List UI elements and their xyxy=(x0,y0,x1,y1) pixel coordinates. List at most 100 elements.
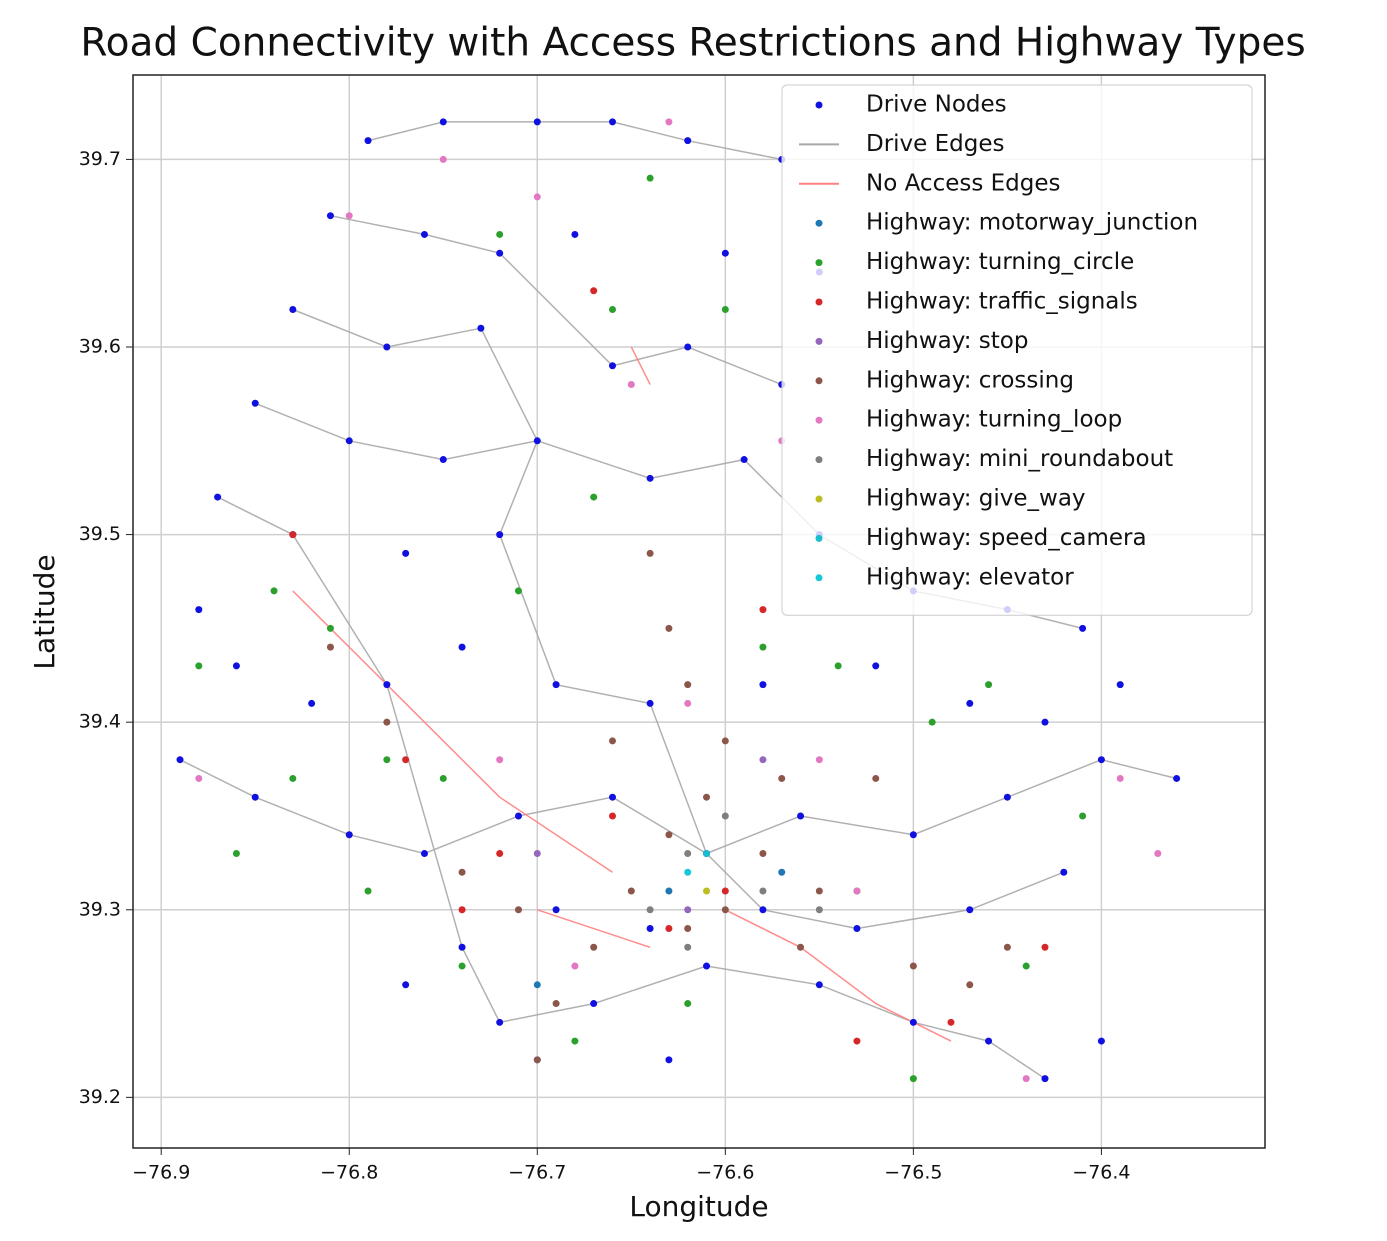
node-point xyxy=(251,793,259,801)
legend-label: Highway: crossing xyxy=(866,367,1074,393)
node-point xyxy=(815,756,823,764)
node-point xyxy=(985,681,993,689)
node-point xyxy=(289,531,297,539)
node-point xyxy=(552,1000,560,1008)
node-point xyxy=(684,137,692,145)
node-point xyxy=(665,624,673,632)
node-point xyxy=(646,174,654,182)
legend-label: Drive Edges xyxy=(866,131,1005,157)
node-point xyxy=(853,1037,861,1045)
y-axis-label: Latitude xyxy=(28,554,61,669)
chart-title: Road Connectivity with Access Restrictio… xyxy=(80,21,1305,66)
node-point xyxy=(496,230,504,238)
node-point xyxy=(947,1018,955,1026)
node-point xyxy=(759,681,767,689)
node-point xyxy=(684,906,692,914)
node-point xyxy=(665,831,673,839)
node-point xyxy=(383,756,391,764)
node-point xyxy=(703,793,711,801)
node-point xyxy=(703,962,711,970)
node-point xyxy=(533,118,541,126)
node-point xyxy=(251,399,259,407)
node-point xyxy=(533,981,541,989)
node-point xyxy=(195,774,203,782)
node-point xyxy=(289,305,297,313)
node-point xyxy=(533,1056,541,1064)
legend: Drive Nodes Drive Edges No Access Edges Hig… xyxy=(781,84,1253,616)
node-point xyxy=(590,287,598,295)
node-point xyxy=(514,812,522,820)
y-tick-label: 39.6 xyxy=(79,336,121,358)
x-tick-label: −76.8 xyxy=(320,1162,378,1184)
edge-line xyxy=(292,346,952,1042)
node-point xyxy=(195,606,203,614)
node-point xyxy=(759,756,767,764)
x-tick-label: −76.6 xyxy=(696,1162,754,1184)
node-point xyxy=(966,981,974,989)
node-point xyxy=(665,887,673,895)
node-point xyxy=(609,118,617,126)
node-point xyxy=(420,849,428,857)
node-point xyxy=(289,774,297,782)
legend-label: Highway: speed_camera xyxy=(866,525,1147,551)
node-point xyxy=(703,887,711,895)
legend-swatch xyxy=(815,219,823,227)
y-tick-label: 39.2 xyxy=(79,1086,121,1108)
node-point xyxy=(590,943,598,951)
node-point xyxy=(590,1000,598,1008)
node-point xyxy=(364,887,372,895)
node-point xyxy=(684,681,692,689)
edge-line xyxy=(179,121,1177,1080)
node-point xyxy=(909,1018,917,1026)
node-point xyxy=(834,662,842,670)
node-point xyxy=(721,887,729,895)
legend-box xyxy=(781,84,1253,616)
node-point xyxy=(1097,756,1105,764)
node-point xyxy=(646,906,654,914)
node-point xyxy=(514,587,522,595)
node-point xyxy=(909,1075,917,1083)
node-point xyxy=(571,962,579,970)
node-point xyxy=(609,812,617,820)
node-point xyxy=(1154,849,1162,857)
node-point xyxy=(646,699,654,707)
node-point xyxy=(1041,718,1049,726)
legend-swatch xyxy=(815,298,823,306)
node-point xyxy=(590,493,598,501)
node-point xyxy=(759,606,767,614)
node-point xyxy=(533,437,541,445)
node-point xyxy=(345,831,353,839)
node-point xyxy=(383,718,391,726)
node-point xyxy=(1116,681,1124,689)
node-point xyxy=(853,925,861,933)
legend-swatch xyxy=(815,416,823,424)
node-point xyxy=(1060,868,1068,876)
node-point xyxy=(1041,1075,1049,1083)
x-tick-label: −76.4 xyxy=(1072,1162,1130,1184)
legend-swatch xyxy=(815,377,823,385)
node-point xyxy=(458,868,466,876)
node-point xyxy=(326,624,334,632)
node-point xyxy=(627,887,635,895)
node-point xyxy=(477,324,485,332)
node-point xyxy=(308,699,316,707)
node-point xyxy=(646,474,654,482)
node-point xyxy=(684,868,692,876)
node-point xyxy=(402,981,410,989)
node-point xyxy=(684,943,692,951)
node-point xyxy=(439,456,447,464)
node-point xyxy=(1003,793,1011,801)
node-point xyxy=(458,943,466,951)
node-point xyxy=(1022,1075,1030,1083)
node-point xyxy=(797,943,805,951)
axes-frame xyxy=(132,74,1266,1149)
node-point xyxy=(703,849,711,857)
node-point xyxy=(571,1037,579,1045)
legend-swatch xyxy=(815,456,823,464)
node-point xyxy=(345,212,353,220)
node-point xyxy=(609,305,617,313)
node-point xyxy=(985,1037,993,1045)
node-point xyxy=(1116,774,1124,782)
node-point xyxy=(345,437,353,445)
